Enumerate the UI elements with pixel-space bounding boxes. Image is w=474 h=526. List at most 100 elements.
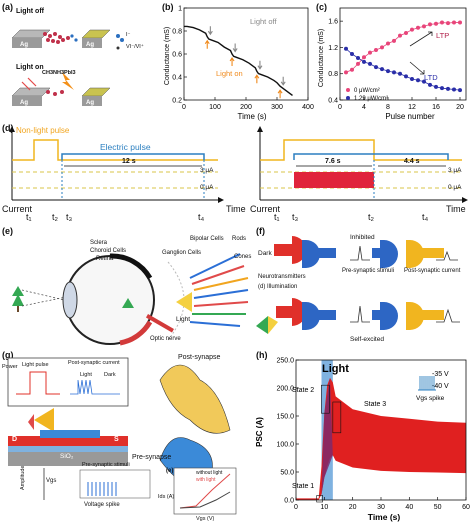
c-legend-marker	[346, 96, 350, 100]
c-ytick-label: 0.8	[328, 71, 338, 78]
c-ylabel: Conductance (mS)	[318, 29, 325, 87]
c-point	[344, 46, 348, 51]
h-ylabel: PSC (A)	[256, 417, 264, 447]
b-annotation-on: Light on	[216, 69, 243, 78]
c-legend-marker	[346, 88, 350, 92]
label-duration-4-4s: 4.4 s	[404, 158, 420, 165]
b-light-on-arrow	[229, 57, 235, 66]
label-3ua-right: 3 μA	[448, 167, 462, 174]
c-legend-label: 1.29 μW/cm²	[354, 96, 388, 102]
label-current-left: Current	[2, 204, 33, 214]
panel-label-h: (h)	[256, 350, 268, 360]
c-point	[392, 70, 396, 75]
g-label-psc: Post-synaptic current	[68, 360, 120, 366]
legend-ion: I⁻	[126, 32, 131, 38]
eye-diagram-svg	[12, 253, 249, 346]
h-xtick-label: 0	[294, 504, 298, 511]
panel-g-device: Power Light pulse Post-synaptic current …	[0, 350, 254, 526]
c-point	[386, 69, 390, 74]
label-cones: Cones	[234, 254, 252, 260]
g-label-with-light: with light	[196, 477, 216, 483]
c-point	[434, 84, 438, 89]
c-series-line	[345, 22, 460, 73]
b-light-on-arrow	[254, 74, 260, 84]
c-point	[452, 87, 456, 92]
c-point	[446, 86, 450, 91]
psc-time-chart: 0 10 20 30 40 50 60 0.0 50.0 100.0 150.0 200.0 250.0…	[256, 358, 470, 523]
label-inhibited: Inhibited	[350, 234, 375, 241]
g-label-ids-axis: Ids (A)	[158, 494, 175, 500]
label-t2-right: t₂	[368, 212, 374, 222]
label-t2-left: t₂	[52, 212, 58, 222]
label-duration-12s: 12 s	[122, 158, 136, 165]
c-point	[404, 30, 408, 35]
h-v2: -40 V	[432, 383, 449, 390]
g-label-vgs: Vgs	[46, 478, 57, 484]
panel-label-e: (e)	[2, 226, 13, 236]
b-xtick-label: 0	[182, 104, 186, 111]
b-xtick-label: 400	[302, 104, 314, 111]
c-point	[428, 22, 432, 27]
label-time-left: Time	[226, 204, 246, 214]
c-ytick-label: 0.4	[328, 98, 338, 105]
panel-label-c: (c)	[316, 2, 327, 12]
c-point	[458, 20, 462, 25]
c-point	[458, 88, 462, 93]
pulse-timing-svg	[9, 126, 468, 203]
c-xtick-label: 4	[362, 104, 366, 111]
c-point	[368, 61, 372, 66]
b-frame	[183, 7, 309, 101]
g-label-inset: (e)	[166, 468, 174, 474]
label-light-on: Light on	[16, 64, 44, 71]
g-label-pre-stim: Pre-synaptic stimuli	[82, 462, 130, 468]
c-point	[440, 86, 444, 91]
c-point	[386, 41, 390, 46]
c-xtick-label: 20	[456, 104, 464, 111]
svg-text:Ag: Ag	[86, 42, 94, 48]
h-v1: -35 V	[432, 371, 449, 378]
c-point	[398, 71, 402, 76]
c-point	[398, 33, 402, 38]
label-choroid: Choroid Cells	[90, 248, 127, 254]
pulse-number-chart: 0 4 8 12 16 20 0.4 0.8 1.2 1.6 Pulse number Condu…	[318, 7, 467, 121]
h-state2-box	[321, 384, 330, 414]
label-optic-nerve: Optic nerve	[150, 336, 181, 342]
c-point	[374, 65, 378, 70]
panel-label-b: (b)	[162, 2, 174, 12]
label-0ua-left: 0 μA	[200, 184, 214, 191]
label-pre-synaptic: Pre-synaptic stimuli	[342, 268, 395, 274]
c-series-line	[345, 48, 461, 91]
g-label-power: Power	[2, 364, 18, 370]
c-xtick-label: 12	[408, 104, 416, 111]
label-self-excited: Self-excited	[350, 336, 384, 343]
h-spike: Vgs spike	[416, 395, 445, 402]
c-point	[362, 55, 366, 60]
label-light-off: Light off	[16, 8, 44, 15]
c-point	[416, 25, 420, 30]
label-t3-left: t₃	[66, 212, 73, 222]
h-xtick-label: 30	[377, 504, 385, 511]
c-point	[422, 79, 426, 84]
label-0ua-right: 0 μA	[448, 184, 462, 191]
panel-f-synapse: Dark Inhibited Neurotransmitters Pre-syn…	[254, 226, 474, 350]
c-point	[434, 21, 438, 26]
c-point	[368, 50, 372, 55]
conductance-time-chart: 0 100 200 300 400 0.2 0.4 0.6 0.8 1 Time (s) Cond…	[164, 6, 314, 122]
g-label-post-synapse: Post-synapse	[178, 354, 221, 361]
c-ltd-label: LTD	[424, 73, 438, 82]
c-point	[422, 24, 426, 29]
c-point	[350, 67, 354, 72]
h-ytick-label: 50.0	[280, 470, 294, 477]
h-xtick-label: 50	[434, 504, 442, 511]
c-ytick-label: 1.6	[328, 19, 338, 26]
b-ytick-label: 0.2	[172, 98, 182, 105]
legend-vacancy: VI⁻/VI⁺	[126, 44, 144, 50]
panel-e-eye: Sclera Choroid Cells Retina Ganglion Cel…	[0, 226, 254, 350]
c-xtick-label: 16	[432, 104, 440, 111]
b-ytick-label: 0.4	[172, 75, 182, 82]
label-rods: Rods	[232, 236, 247, 242]
c-point	[374, 48, 378, 53]
g-label-light-pulse: Light pulse	[22, 362, 49, 368]
b-light-off-arrow	[232, 43, 238, 53]
h-state2-area	[321, 377, 333, 495]
